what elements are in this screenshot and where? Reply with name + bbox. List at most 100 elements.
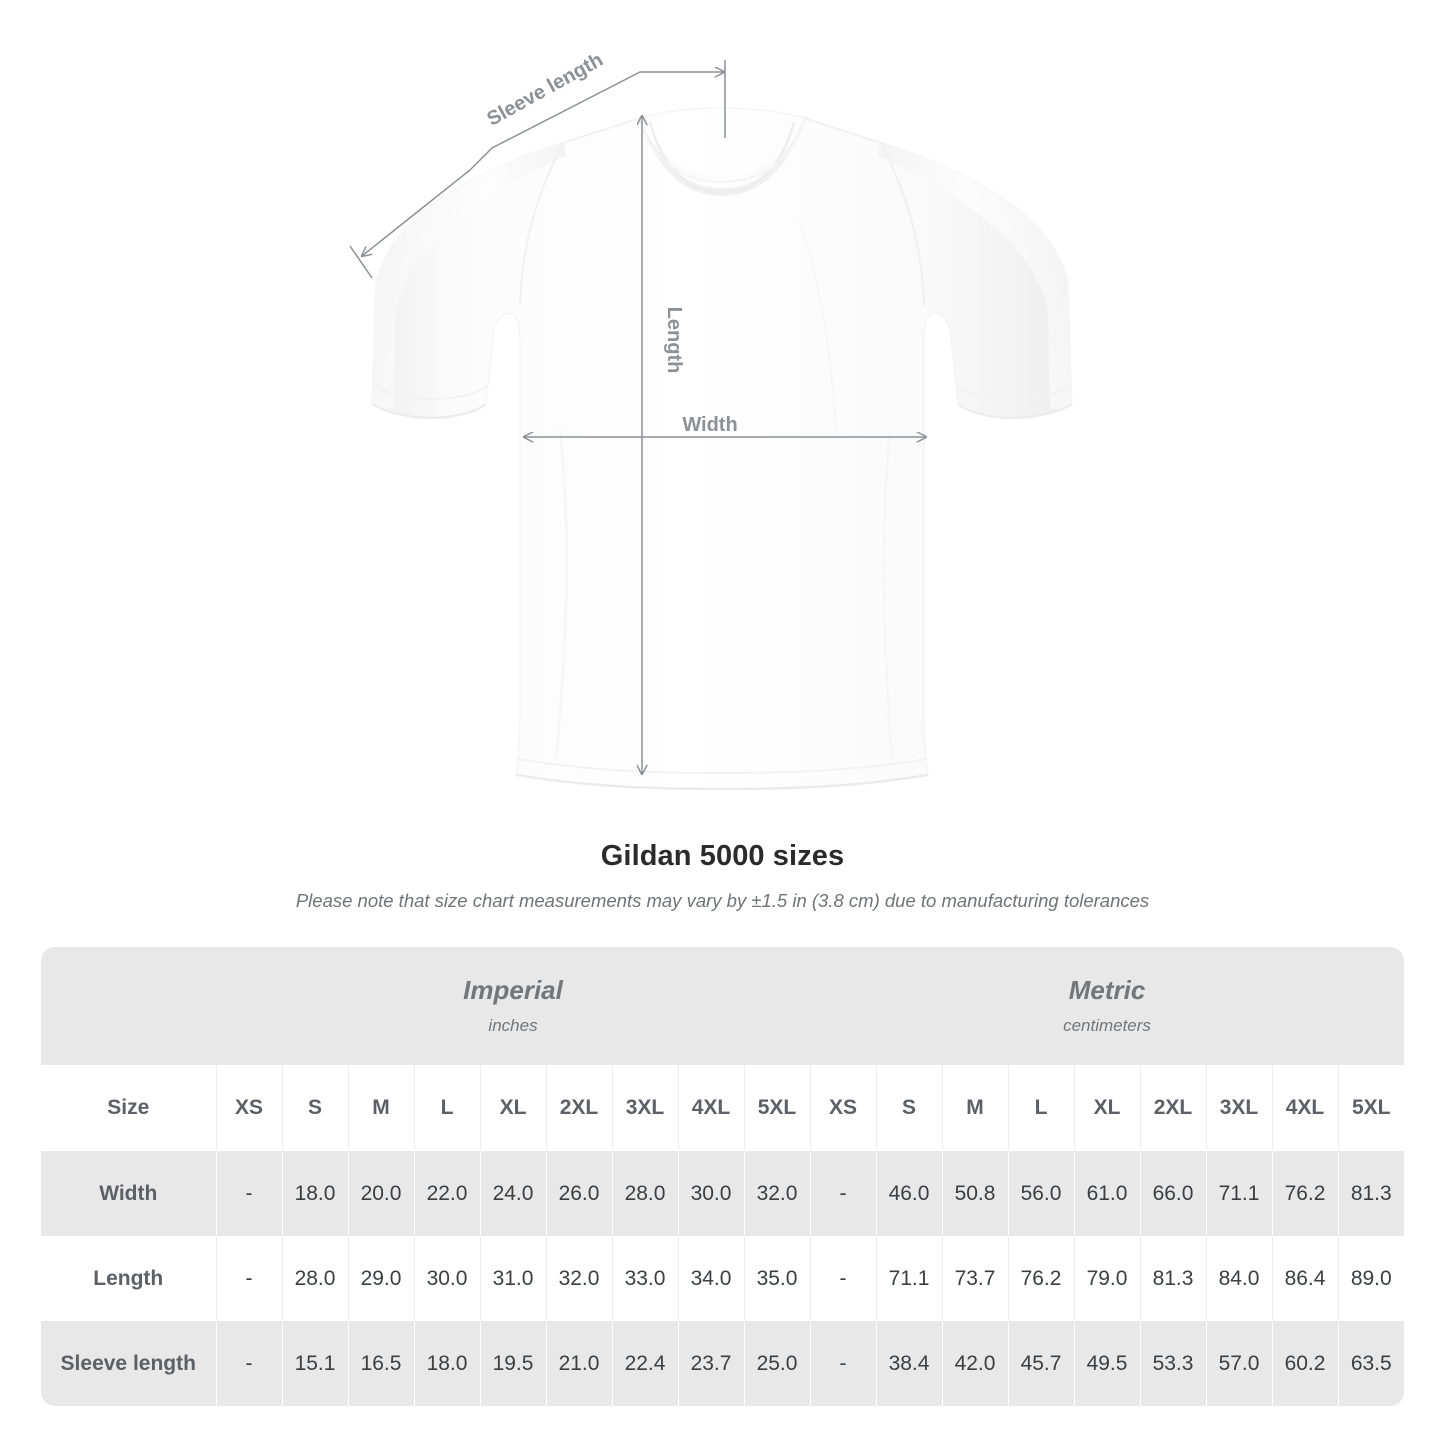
bottom-hem-inner (516, 758, 928, 775)
size-header-imperial-5xl: 5XL (743, 1065, 810, 1151)
cell-sleeve-length-metric-l: 45.7 (1007, 1321, 1074, 1406)
cell-sleeve-length-imperial-xl: 19.5 (479, 1321, 546, 1406)
cell-width-metric-2xl: 66.0 (1139, 1151, 1206, 1236)
unit-subtitle: centimeters (1063, 1015, 1151, 1035)
page-title: Gildan 5000 sizes (600, 840, 845, 872)
size-header-metric-4xl: 4XL (1271, 1065, 1338, 1151)
right-shoulder-seam (803, 117, 879, 143)
size-header-imperial-l: L (413, 1065, 480, 1151)
cell-sleeve-length-imperial-s: 15.1 (281, 1321, 348, 1406)
size-header-imperial-2xl: 2XL (545, 1065, 612, 1151)
cell-sleeve-length-imperial-2xl: 21.0 (545, 1321, 612, 1406)
sleeve-length-tick-start (349, 245, 373, 279)
cell-sleeve-length-imperial-3xl: 22.4 (611, 1321, 678, 1406)
cell-width-imperial-5xl: 32.0 (743, 1151, 810, 1236)
cell-sleeve-length-imperial-l: 18.0 (413, 1321, 480, 1406)
size-header-row: Size XS S M L XL 2XL 3XL 4XL 5XL XS S M L XL 2XL 3XL 4XL 5… (41, 1065, 1404, 1151)
cell-width-metric-xs: - (809, 1151, 876, 1236)
right-sleeve-hem (957, 403, 1073, 420)
cell-length-imperial-3xl: 33.0 (611, 1236, 678, 1321)
cell-length-metric-xs: - (809, 1236, 876, 1321)
cell-sleeve-length-metric-5xl: 63.5 (1337, 1321, 1404, 1406)
tshirt-silhouette (371, 107, 1073, 790)
bottom-hem (515, 773, 929, 791)
cell-width-metric-xl: 61.0 (1073, 1151, 1140, 1236)
fabric-fold-2 (882, 429, 894, 761)
right-armhole-seam (879, 141, 925, 307)
length-label: Length (663, 307, 685, 374)
measurement-annotations (349, 60, 926, 774)
cell-length-imperial-5xl: 35.0 (743, 1236, 810, 1321)
table-row: Width -18.0 20.0 22.0 24.0 26.0 28.0 30.0 32.0-4… (41, 1151, 1404, 1236)
fabric-fold-1 (554, 429, 568, 761)
cell-length-metric-s: 71.1 (875, 1236, 942, 1321)
size-header-metric-l: L (1007, 1065, 1074, 1151)
column-header-size: Size (41, 1065, 216, 1151)
cell-length-metric-2xl: 81.3 (1139, 1236, 1206, 1321)
cell-sleeve-length-metric-s: 38.4 (875, 1321, 942, 1406)
cell-length-metric-xl: 79.0 (1073, 1236, 1140, 1321)
cell-width-metric-4xl: 76.2 (1271, 1151, 1338, 1236)
unit-band-row: Imperial inches Metric centimeters (41, 947, 1404, 1065)
size-header-metric-m: M (941, 1065, 1008, 1151)
size-header-imperial-s: S (281, 1065, 348, 1151)
cell-length-imperial-xl: 31.0 (479, 1236, 546, 1321)
unit-band-spacer (41, 947, 216, 1065)
row-label-width: Width (41, 1151, 216, 1236)
cell-width-imperial-m: 20.0 (347, 1151, 414, 1236)
cell-length-imperial-l: 30.0 (413, 1236, 480, 1321)
cell-width-metric-3xl: 71.1 (1205, 1151, 1272, 1236)
size-header-metric-2xl: 2XL (1139, 1065, 1206, 1151)
cell-width-metric-m: 50.8 (941, 1151, 1008, 1236)
cell-width-imperial-xs: - (215, 1151, 282, 1236)
cell-sleeve-length-metric-xs: - (809, 1321, 876, 1406)
cell-width-imperial-xl: 24.0 (479, 1151, 546, 1236)
cell-sleeve-length-imperial-m: 16.5 (347, 1321, 414, 1406)
cell-length-imperial-s: 28.0 (281, 1236, 348, 1321)
cell-sleeve-length-metric-4xl: 60.2 (1271, 1321, 1338, 1406)
left-sleeve-hem-inner (373, 385, 488, 401)
unit-group-metric: Metric centimeters (810, 947, 1404, 1065)
cell-length-metric-m: 73.7 (941, 1236, 1008, 1321)
table-row: Length -28.0 29.0 30.0 31.0 32.0 33.0 34.0 35.0-… (41, 1236, 1404, 1321)
cell-length-metric-5xl: 89.0 (1337, 1236, 1404, 1321)
cell-sleeve-length-imperial-4xl: 23.7 (677, 1321, 744, 1406)
cell-sleeve-length-metric-m: 42.0 (941, 1321, 1008, 1406)
cell-sleeve-length-imperial-xs: - (215, 1321, 282, 1406)
unit-subtitle: inches (488, 1015, 538, 1035)
cell-length-imperial-xs: - (215, 1236, 282, 1321)
cell-length-imperial-2xl: 32.0 (545, 1236, 612, 1321)
size-header-imperial-xs: XS (215, 1065, 282, 1151)
tolerance-note: Please note that size chart measurements… (295, 890, 1150, 911)
size-table: Imperial inches Metric centimeters Size XS S M L… (41, 947, 1404, 1406)
cell-width-imperial-s: 18.0 (281, 1151, 348, 1236)
row-label-sleeve-length: Sleeve length (41, 1321, 216, 1406)
cell-sleeve-length-metric-3xl: 57.0 (1205, 1321, 1272, 1406)
unit-name: Imperial (463, 975, 563, 1006)
unit-group-imperial: Imperial inches (216, 947, 810, 1065)
size-header-metric-5xl: 5XL (1337, 1065, 1404, 1151)
cell-sleeve-length-metric-2xl: 53.3 (1139, 1321, 1206, 1406)
right-sleeve-shade (878, 142, 1072, 409)
sleeve-length-dimension (349, 60, 726, 279)
cell-width-metric-5xl: 81.3 (1337, 1151, 1404, 1236)
right-sleeve-hem-inner (956, 385, 1071, 401)
size-header-metric-xl: XL (1073, 1065, 1140, 1151)
cell-width-imperial-4xl: 30.0 (677, 1151, 744, 1236)
sleeve-length-arrow (362, 72, 724, 256)
fabric-fold-3 (799, 219, 837, 431)
cell-length-metric-4xl: 86.4 (1271, 1236, 1338, 1321)
cell-length-imperial-m: 29.0 (347, 1236, 414, 1321)
cell-width-imperial-2xl: 26.0 (545, 1151, 612, 1236)
size-header-imperial-m: M (347, 1065, 414, 1151)
cell-sleeve-length-imperial-5xl: 25.0 (743, 1321, 810, 1406)
cell-length-imperial-4xl: 34.0 (677, 1236, 744, 1321)
sleeve-length-label: Sleeve length (483, 49, 606, 131)
row-label-length: Length (41, 1236, 216, 1321)
size-header-imperial-xl: XL (479, 1065, 546, 1151)
size-header-metric-s: S (875, 1065, 942, 1151)
cell-width-imperial-3xl: 28.0 (611, 1151, 678, 1236)
size-header-imperial-4xl: 4XL (677, 1065, 744, 1151)
table-row: Sleeve length -15.1 16.5 18.0 19.5 21.0 22.4 23… (41, 1321, 1404, 1406)
